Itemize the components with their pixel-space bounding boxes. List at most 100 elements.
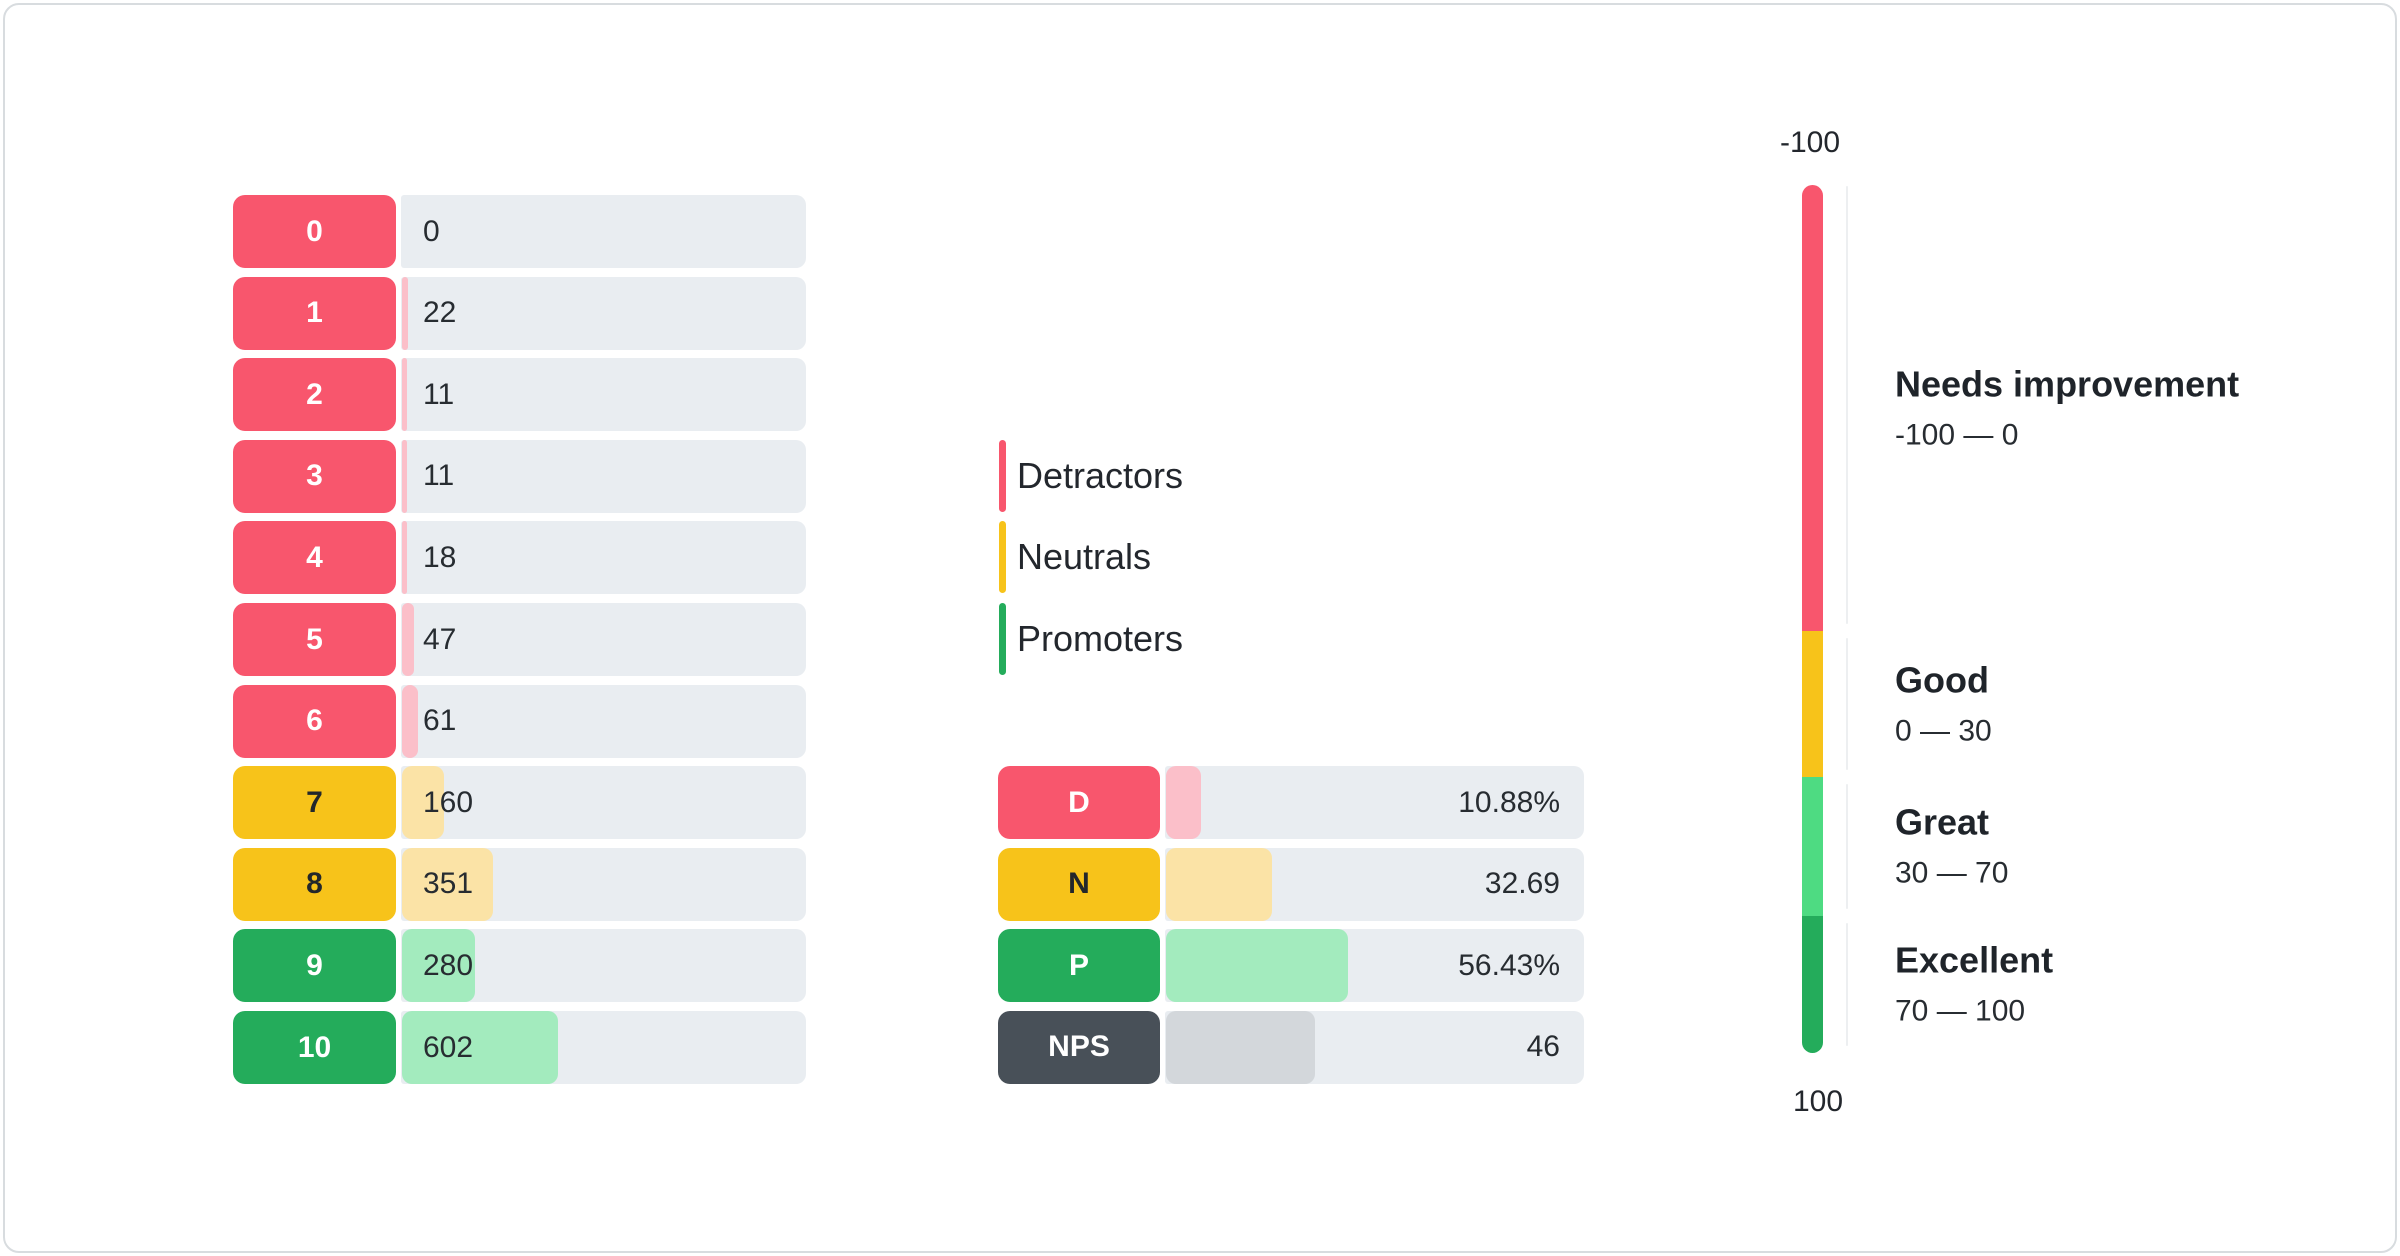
summary-row: NPS 46 <box>998 1010 1584 1084</box>
score-count: 11 <box>423 440 454 513</box>
score-badge: 6 <box>233 684 396 758</box>
gauge-band-label: Excellent 70 — 100 <box>1895 940 2053 1029</box>
summary-badge: N <box>998 847 1160 921</box>
score-badge-label: 4 <box>306 540 323 574</box>
score-track <box>401 358 806 432</box>
summary-track: 32.69 <box>1165 847 1584 921</box>
summary-track: 46 <box>1165 1010 1584 1084</box>
summary-row: P 56.43% <box>998 929 1584 1003</box>
score-badge-label: 6 <box>306 704 323 738</box>
legend-label: Neutrals <box>1017 536 1152 578</box>
summary-fill <box>1166 1010 1315 1084</box>
score-badge: 3 <box>233 439 396 513</box>
gauge-band-label: Great 30 — 70 <box>1895 802 2008 891</box>
score-track <box>401 1011 806 1084</box>
gauge-band-label: Needs improvement -100 — 0 <box>1895 364 2239 453</box>
summary-badge-label: N <box>1068 867 1090 901</box>
score-row: 9 280 <box>233 929 806 1003</box>
score-badge: 5 <box>233 603 396 676</box>
gauge-axis-line <box>1846 186 1848 624</box>
score-row: 4 18 <box>233 521 806 595</box>
summary-badge-label: NPS <box>1048 1030 1110 1064</box>
gauge-axis-line <box>1846 923 1848 1046</box>
legend-item: Promoters <box>999 602 1183 675</box>
score-badge-label: 8 <box>306 867 323 901</box>
summary-track: 10.88% <box>1165 766 1584 839</box>
score-badge: 10 <box>233 1011 396 1084</box>
summary-fill <box>1166 929 1349 1003</box>
summary-badge-label: P <box>1068 948 1089 982</box>
gauge-axis-line <box>1846 638 1848 770</box>
score-badge-label: 2 <box>306 377 323 411</box>
score-badge: 8 <box>233 847 396 921</box>
gauge-band-title: Great <box>1895 801 1990 843</box>
score-fill <box>402 276 408 350</box>
summary-value: 10.88% <box>1458 766 1560 839</box>
summary-value-text: 10.88% <box>1458 785 1560 819</box>
gauge-band-title: Needs improvement <box>1895 363 2240 405</box>
card-border <box>3 3 2397 1253</box>
score-badge-label: 1 <box>306 296 323 330</box>
score-count-text: 160 <box>423 785 474 819</box>
gauge-band-title: Excellent <box>1895 939 2054 981</box>
legend-color-tick <box>999 602 1006 675</box>
score-row: 1 22 <box>233 276 806 350</box>
score-count: 602 <box>423 1011 473 1084</box>
score-fill <box>402 358 407 432</box>
gauge-band-range: 30 — 70 <box>1895 856 2009 890</box>
score-count: 18 <box>423 521 456 594</box>
score-badge-label: 3 <box>306 459 323 493</box>
gauge-band-range: 70 — 100 <box>1895 994 2026 1028</box>
summary-row: D 10.88% <box>998 766 1584 839</box>
summary-badge-label: D <box>1068 785 1090 819</box>
score-fill <box>402 603 415 676</box>
summary-value: 32.69 <box>1485 848 1560 921</box>
score-count-text: 18 <box>423 540 457 574</box>
score-count: 11 <box>423 358 454 431</box>
score-count-text: 61 <box>423 704 457 738</box>
legend-label: Detractors <box>1017 454 1184 496</box>
score-fill <box>402 1011 558 1084</box>
score-count-text: 602 <box>423 1030 474 1064</box>
summary-row: N 32.69 <box>998 847 1584 921</box>
gauge-band-segment <box>1802 777 1823 916</box>
score-badge: 2 <box>233 358 396 432</box>
score-track <box>401 521 806 595</box>
score-fill <box>402 847 493 921</box>
score-count: 351 <box>423 848 473 921</box>
summary-track: 56.43% <box>1165 929 1584 1003</box>
score-track <box>401 847 806 921</box>
legend-item: Detractors <box>999 439 1183 512</box>
legend-item: Neutrals <box>999 521 1151 594</box>
score-count: 47 <box>423 603 456 676</box>
score-count: 61 <box>423 685 456 758</box>
score-badge: 9 <box>233 929 396 1003</box>
score-badge-label: 7 <box>306 785 323 819</box>
gauge-band-segment <box>1802 185 1823 631</box>
summary-fill <box>1166 766 1202 839</box>
score-row: 10 602 <box>233 1011 806 1084</box>
legend-label: Promoters <box>1017 617 1184 659</box>
score-track <box>401 603 806 676</box>
score-count: 280 <box>423 929 473 1002</box>
score-badge-label: 10 <box>297 1030 332 1064</box>
summary-value-text: 32.69 <box>1484 867 1560 901</box>
score-fill <box>402 521 407 595</box>
legend-color-tick <box>999 439 1006 512</box>
summary-value: 46 <box>1527 1011 1560 1084</box>
score-count: 0 <box>423 195 440 268</box>
summary-fill <box>1166 847 1272 921</box>
summary-value-text: 56.43% <box>1458 948 1560 982</box>
score-count-text: 22 <box>423 296 457 330</box>
gauge-band-range: -100 — 0 <box>1895 418 2019 452</box>
score-row: 3 11 <box>233 439 806 513</box>
score-track <box>401 929 806 1003</box>
summary-badge: NPS <box>998 1010 1160 1084</box>
score-fill <box>402 929 475 1003</box>
summary-badge: D <box>998 766 1160 839</box>
score-count-text: 11 <box>423 377 455 411</box>
score-badge: 1 <box>233 276 396 350</box>
gauge-band-title: Good <box>1895 659 1989 701</box>
